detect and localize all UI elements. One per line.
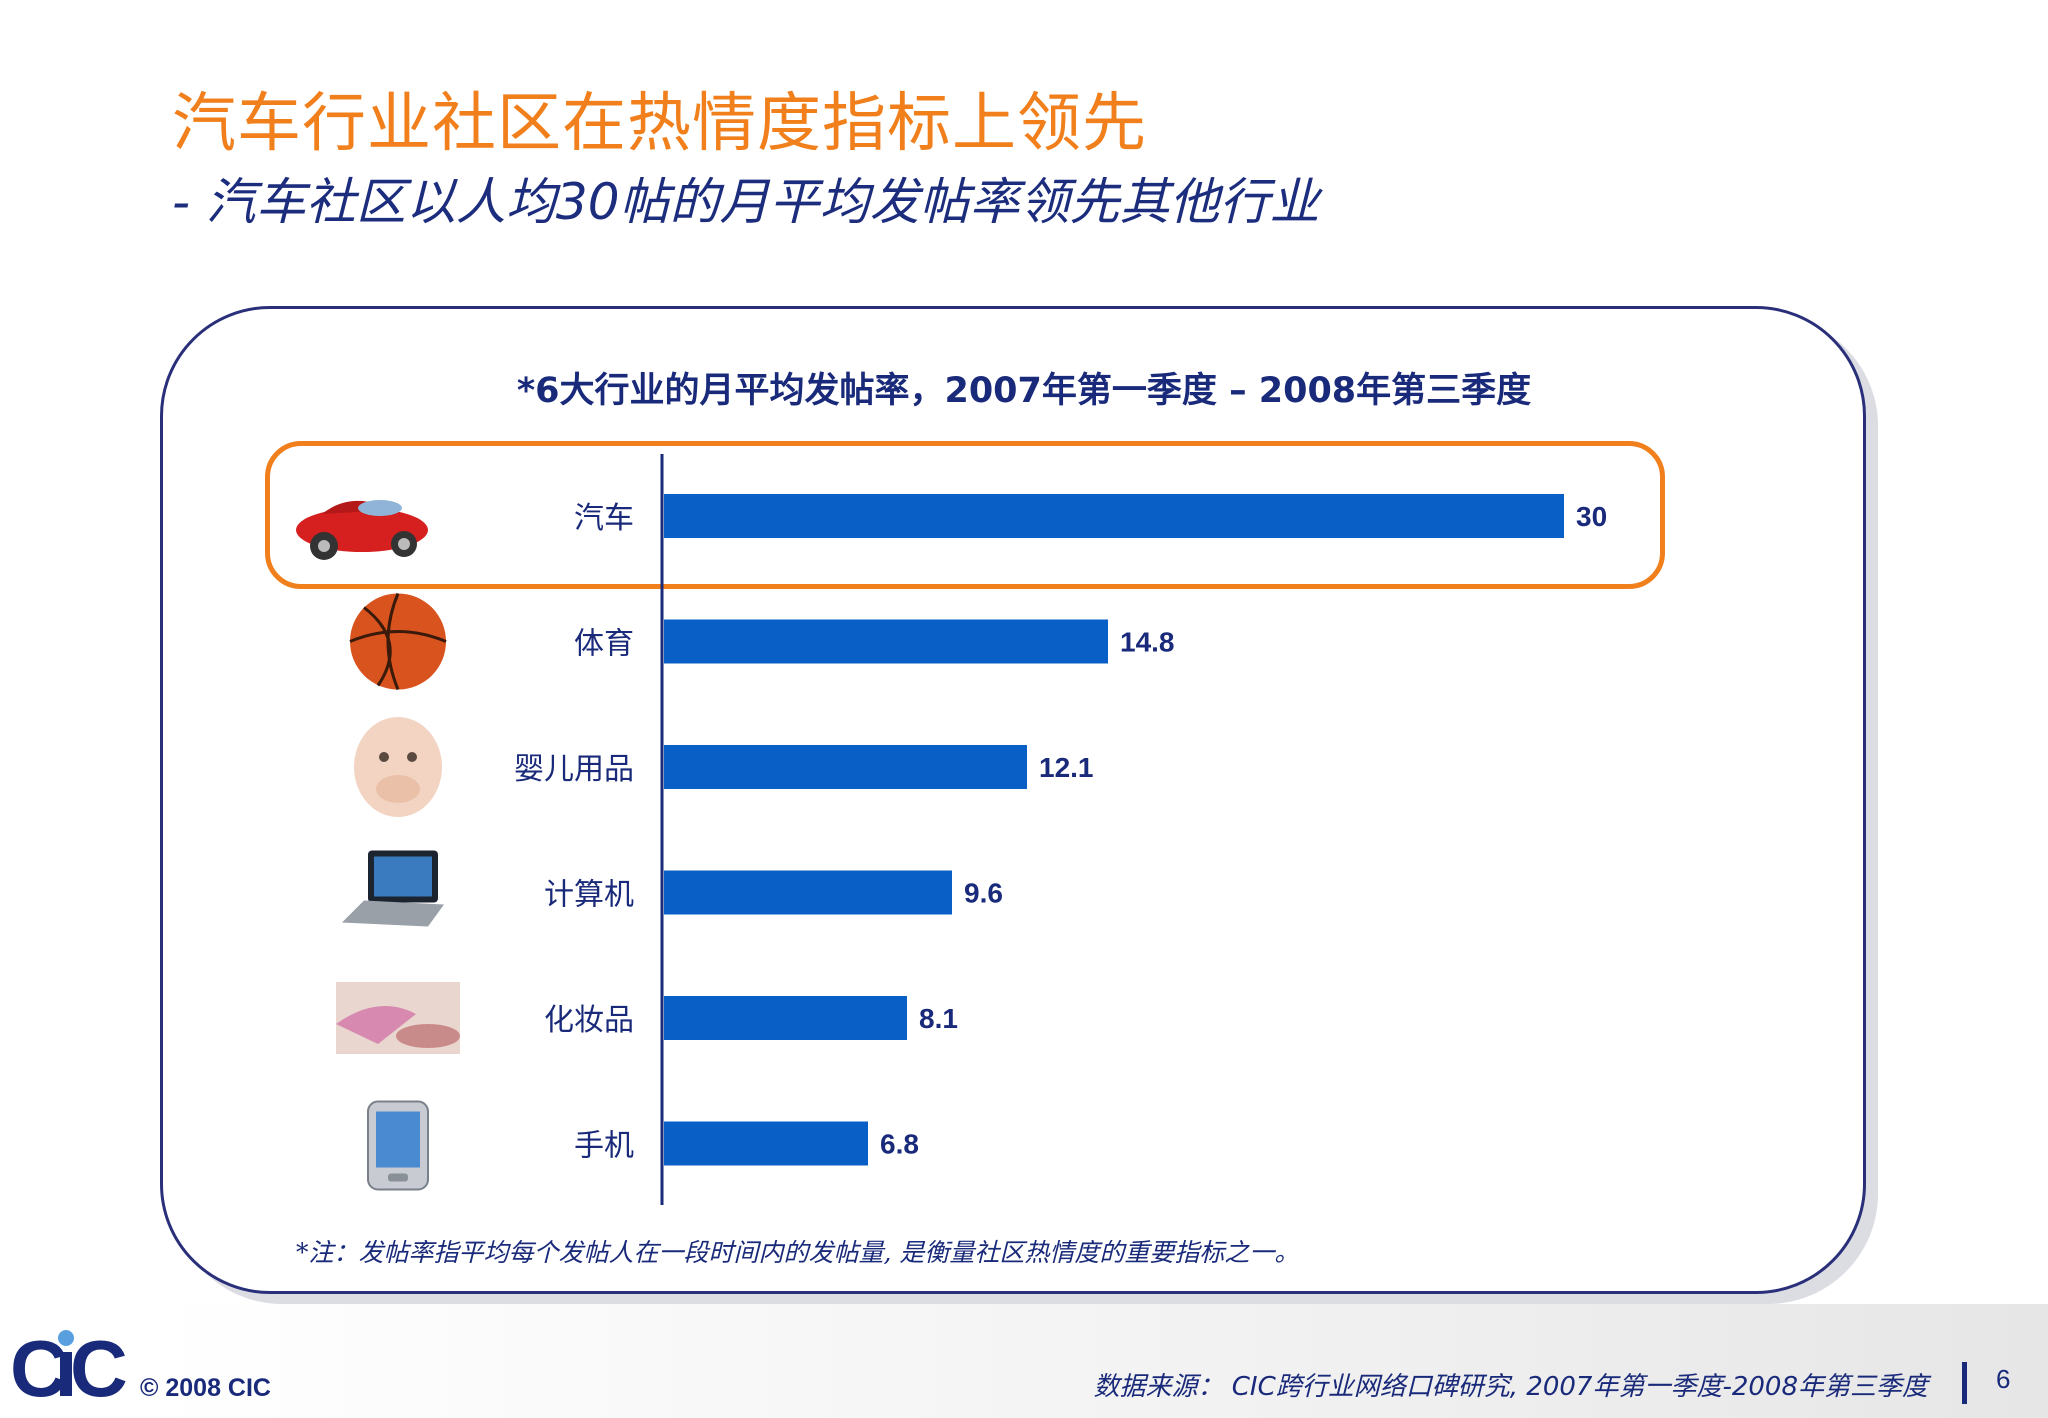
bar-value-label: 8.1 [919,1003,958,1034]
category-label: 体育 [574,627,634,662]
footnote: *注：发帖率指平均每个发帖人在一段时间内的发帖量, 是衡量社区热情度的重要指标之… [296,1238,1300,1267]
footer-band [150,1304,2048,1418]
page-number: 6 [1996,1364,2011,1394]
bar-value-label: 14.8 [1120,627,1175,658]
footer-separator [1962,1362,1967,1404]
page-title: 汽车行业社区在热情度指标上领先 [172,87,1147,161]
bar-6 [664,1121,868,1166]
phone-icon [367,1100,429,1191]
copyright: © 2008 CIC [140,1374,271,1402]
basketball-icon [349,592,447,691]
bar-value-label: 12.1 [1039,752,1094,783]
highlight-box [265,441,1665,589]
svg-text:C: C [70,1324,128,1412]
category-label: 婴儿用品 [514,752,634,787]
chart-panel [160,306,1866,1294]
category-label: 汽车 [574,501,634,536]
bar-value-label: 9.6 [964,878,1003,909]
bar-4 [664,870,952,915]
bar-5 [664,996,907,1040]
cic-logo: C C [10,1324,128,1412]
car-icon [296,500,428,560]
category-label: 化妆品 [544,1003,634,1038]
page-subtitle: - 汽车社区以人均30帖的月平均发帖率领先其他行业 [172,173,1320,231]
bar-value-label: 6.8 [880,1129,919,1160]
bar-value-label: 30 [1576,501,1607,532]
category-label: 计算机 [544,878,634,913]
laptop-icon [342,850,444,927]
lipstick-icon [336,982,460,1054]
chart-title: *6大行业的月平均发帖率，2007年第一季度 – 2008年第三季度 [516,371,1532,411]
bar-1 [664,494,1564,538]
baby-icon [354,717,442,817]
data-source: 数据来源： CIC跨行业网络口碑研究, 2007年第一季度-2008年第三季度 [1093,1372,1929,1402]
category-label: 手机 [574,1129,634,1164]
bar-3 [664,745,1027,789]
bar-2 [664,619,1108,664]
